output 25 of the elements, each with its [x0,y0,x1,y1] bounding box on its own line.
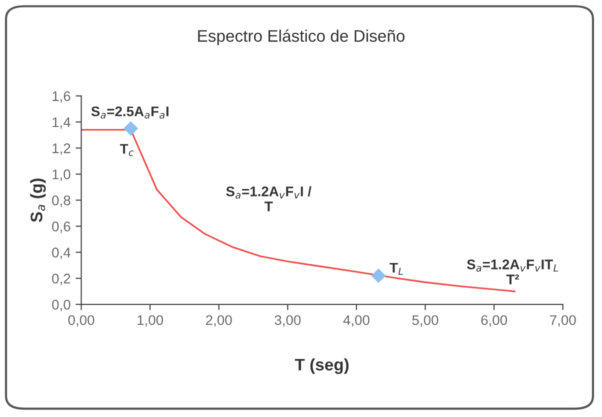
y-axis-title: S$_{a}$ (g) [30,178,46,222]
text: S$_{a}$=1.2A$_{v}$F$_{v}$I / T [226,186,312,212]
x-tick-label: 0,00 [68,315,94,327]
text: S$_{a}$=1.2A$_{v}$F$_{v}$IT$_{L}$ T² [466,260,558,284]
x-tick-label: 7,00 [550,315,576,327]
y-tick-label: 0,8 [52,195,70,207]
y-tick-label: 0,0 [52,300,70,312]
y-tick-label: 1,6 [52,91,70,103]
annotation: T$_{L}$ [390,262,403,275]
x-axis-title: T (seg) [294,358,349,374]
y-tick-label: 1,0 [52,169,70,181]
y-tick-label: 1,4 [52,117,70,129]
x-tick-label: 2,00 [206,315,232,327]
y-tick-label: 1,2 [52,143,70,155]
x-tick-label: 6,00 [481,315,508,327]
x-tick-label: 3,00 [274,315,301,327]
chart-title: Espectro Elástico de Diseño [198,29,405,46]
x-tick-label: 5,00 [412,315,438,327]
y-tick-label: 0,6 [52,222,70,234]
y-tick-label: 0,4 [52,248,70,260]
y-tick-label: 0,2 [52,274,70,286]
x-tick-label: 1,00 [138,315,164,327]
x-tick-label: 4,00 [343,315,370,327]
annotation: S$_{a}$=2.5A$_{a}$F$_{a}$I [91,106,168,119]
annotation: T$_{c}$ [120,144,134,156]
